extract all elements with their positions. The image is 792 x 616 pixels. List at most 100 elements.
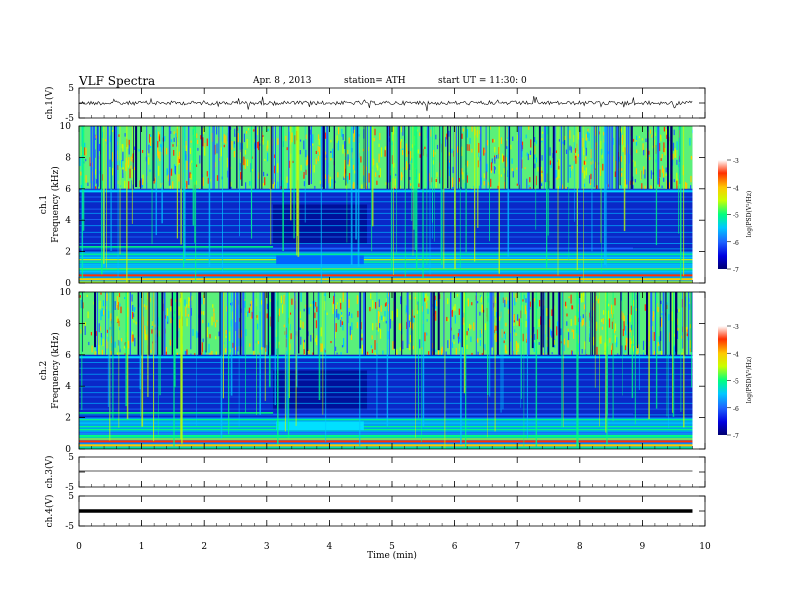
psd-pixel — [479, 130, 481, 135]
psd-pixel — [127, 144, 129, 149]
psd-pixel — [102, 310, 105, 315]
psd-pixel — [535, 157, 537, 163]
spheric — [107, 292, 109, 407]
psd-pixel — [565, 149, 568, 154]
psd-pixel — [435, 349, 437, 353]
psd-pixel — [604, 342, 606, 352]
spheric-streak — [595, 126, 597, 198]
psd-pixel — [471, 126, 473, 132]
psd-pixel — [375, 302, 377, 309]
spheric-streak — [439, 126, 441, 184]
psd-pixel — [641, 183, 643, 189]
psd-pixel — [256, 315, 258, 318]
psd-pixel — [338, 127, 340, 135]
psd-pixel — [445, 351, 447, 357]
spheric-streak — [155, 292, 157, 356]
psd-pixel — [234, 128, 236, 137]
psd-pixel — [336, 135, 338, 143]
mid-band — [79, 354, 693, 418]
psd-pixel — [342, 322, 344, 331]
psd-pixel — [318, 138, 320, 146]
psd-pixel — [79, 157, 81, 166]
psd-pixel — [117, 318, 119, 323]
psd-pixel — [110, 313, 112, 321]
psd-pixel — [201, 352, 203, 357]
spheric — [155, 126, 157, 236]
psd-pixel — [534, 163, 536, 169]
ch4-waveform-axis-label: ch.4(V) — [44, 495, 55, 528]
x-tick-label: 3 — [264, 542, 270, 552]
psd-pixel — [563, 136, 566, 146]
psd-pixel — [80, 146, 83, 156]
psd-pixel — [128, 340, 130, 349]
spheric — [131, 126, 133, 224]
psd-pixel — [478, 142, 480, 153]
psd-pixel — [120, 306, 122, 314]
psd-pixel — [583, 304, 585, 310]
y-tick-label: 10 — [60, 288, 72, 298]
psd-pixel — [133, 167, 135, 171]
spheric — [432, 126, 433, 223]
spheric-streak — [650, 292, 653, 356]
spheric — [648, 292, 650, 419]
psd-pixel — [134, 337, 136, 347]
psd-pixel — [190, 140, 192, 143]
psd-pixel — [314, 185, 316, 189]
psd-pixel — [469, 137, 471, 144]
psd-pixel — [239, 163, 241, 171]
spheric-streak — [489, 292, 492, 361]
psd-pixel — [201, 297, 203, 305]
psd-pixel — [119, 348, 121, 353]
psd-pixel — [131, 331, 134, 334]
spheric — [274, 292, 276, 406]
spheric-streak — [508, 126, 511, 191]
psd-pixel — [314, 312, 316, 319]
psd-pixel — [170, 306, 172, 312]
psd-pixel — [100, 310, 102, 321]
psd-pixel — [312, 143, 314, 146]
psd-pixel — [234, 347, 237, 351]
psd-pixel — [515, 340, 517, 350]
spheric — [350, 126, 353, 265]
psd-pixel — [117, 301, 119, 310]
spheric-streak — [430, 292, 432, 372]
psd-pixel — [212, 304, 214, 308]
psd-pixel — [91, 345, 93, 353]
psd-pixel — [636, 350, 638, 355]
psd-pixel — [602, 163, 604, 171]
spheric-streak — [105, 292, 106, 360]
spheric-streak — [90, 126, 93, 199]
psd-pixel — [567, 328, 569, 332]
psd-pixel — [535, 175, 537, 186]
spheric — [520, 292, 522, 408]
spheric — [612, 292, 614, 422]
psd-pixel — [382, 350, 384, 355]
psd-pixel — [493, 166, 495, 174]
psd-pixel — [527, 153, 529, 161]
psd-pixel — [278, 341, 280, 345]
psd-pixel — [111, 152, 113, 162]
psd-pixel — [378, 143, 380, 147]
psd-pixel — [402, 126, 404, 136]
psd-pixel — [124, 342, 126, 346]
psd-pixel — [100, 333, 102, 338]
psd-pixel — [643, 149, 645, 156]
psd-pixel — [541, 138, 543, 141]
psd-pixel — [99, 170, 101, 175]
spheric-streak — [563, 126, 565, 198]
psd-pixel — [374, 340, 376, 350]
psd-pixel — [665, 129, 667, 135]
spheric-streak — [450, 292, 452, 368]
psd-pixel — [146, 334, 148, 341]
spheric-streak — [153, 126, 155, 182]
psd-pixel — [476, 338, 478, 342]
psd-pixel — [149, 169, 151, 172]
spheric-streak — [437, 292, 440, 351]
psd-pixel — [231, 141, 233, 150]
spheric-streak — [662, 292, 665, 368]
psd-pixel — [223, 144, 225, 148]
spheric-streak — [540, 292, 543, 360]
psd-pixel — [116, 316, 118, 322]
psd-pixel — [458, 177, 460, 182]
psd-pixel — [109, 159, 111, 167]
